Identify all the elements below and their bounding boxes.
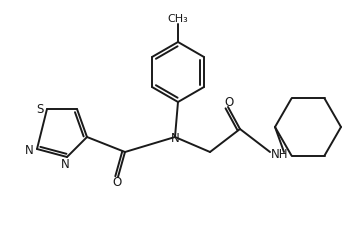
Text: N: N bbox=[61, 158, 69, 171]
Text: S: S bbox=[36, 103, 44, 116]
Text: CH₃: CH₃ bbox=[168, 14, 188, 24]
Text: O: O bbox=[224, 96, 234, 109]
Text: O: O bbox=[112, 176, 122, 189]
Text: NH: NH bbox=[271, 147, 289, 160]
Text: N: N bbox=[25, 143, 33, 156]
Text: N: N bbox=[171, 132, 180, 145]
